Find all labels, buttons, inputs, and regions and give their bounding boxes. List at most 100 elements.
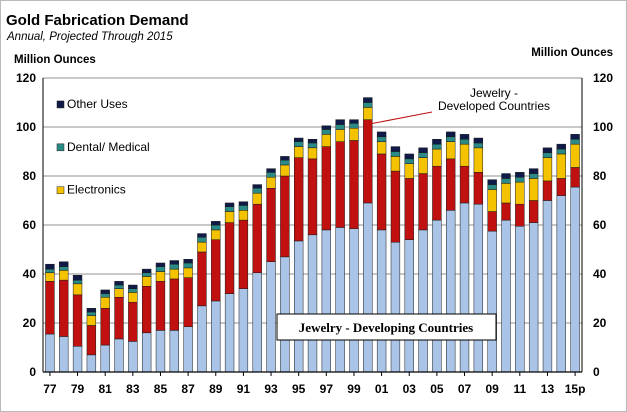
bar-developed-83 — [128, 301, 138, 342]
bar-developed-04 — [418, 173, 428, 231]
bar-developed-81 — [100, 308, 110, 346]
bar-electronics-77 — [45, 272, 55, 282]
annotation-developed-line-2: Developed Countries — [438, 99, 550, 113]
x-tick-03: 03 — [403, 382, 417, 396]
bar-electronics-15p — [570, 143, 580, 168]
legend-label-electronics: Electronics — [67, 183, 126, 197]
bar-other-03 — [404, 153, 414, 160]
y-tick-left-0: 0 — [29, 365, 36, 379]
bar-developed-01 — [376, 153, 387, 231]
bar-developed-77 — [45, 281, 55, 335]
bar-electronics-03 — [404, 163, 414, 179]
bar-dental-89 — [211, 224, 221, 231]
bar-electronics-81 — [100, 297, 110, 309]
bar-electronics-14 — [556, 153, 566, 179]
bar-developing-93 — [266, 261, 276, 373]
bar-other-93 — [266, 168, 276, 173]
bar-other-80 — [86, 308, 97, 313]
bar-developing-95 — [294, 240, 304, 373]
bar-dental-09 — [487, 184, 497, 190]
bar-electronics-07 — [459, 143, 470, 167]
bar-electronics-89 — [211, 229, 221, 240]
bar-developing-08 — [473, 203, 484, 373]
bar-dental-84 — [141, 272, 152, 277]
bar-dental-95 — [294, 141, 304, 147]
bar-developed-87 — [183, 277, 193, 327]
bar-dental-07 — [459, 139, 470, 145]
bar-electronics-06 — [446, 141, 456, 160]
bar-developing-12 — [528, 222, 539, 373]
bar-other-86 — [169, 260, 179, 265]
bar-other-84 — [141, 268, 152, 274]
bar-developing-78 — [59, 336, 69, 373]
bar-electronics-00 — [363, 107, 373, 120]
bar-developing-07 — [459, 202, 470, 373]
bar-other-90 — [224, 202, 235, 207]
x-tick-15p: 15p — [565, 382, 586, 396]
y-tick-left-120: 120 — [16, 71, 36, 85]
bar-dental-04 — [418, 152, 428, 158]
bar-dental-85 — [155, 266, 166, 272]
bar-electronics-05 — [432, 148, 442, 167]
x-tick-13: 13 — [541, 382, 555, 396]
bar-developing-91 — [238, 288, 249, 373]
bar-electronics-04 — [418, 157, 428, 174]
bar-electronics-01 — [376, 141, 387, 155]
y-tick-right-40: 40 — [593, 267, 607, 281]
bar-other-81 — [100, 289, 110, 294]
bar-dental-96 — [307, 142, 318, 149]
bar-electronics-12 — [528, 178, 539, 201]
bar-other-13 — [542, 147, 553, 153]
bar-electronics-98 — [335, 129, 345, 142]
chart-title: Gold Fabrication Demand — [6, 12, 189, 29]
bar-dental-98 — [335, 124, 345, 130]
bar-dental-87 — [183, 262, 193, 269]
bar-developing-80 — [86, 354, 97, 373]
bar-other-12 — [528, 168, 539, 174]
bar-developing-84 — [141, 332, 152, 373]
bar-electronics-85 — [155, 271, 166, 282]
bar-dental-90 — [224, 206, 235, 212]
legend-label-dental-medical: Dental/ Medical — [67, 140, 150, 154]
bar-developed-00 — [363, 119, 373, 204]
bar-developing-02 — [390, 241, 401, 373]
legend-swatch-other-uses — [56, 100, 65, 109]
annotation-developed-line-1: Jewelry - — [470, 86, 518, 100]
x-tick-11: 11 — [513, 382, 526, 396]
legend: Other Uses Dental/ Medical Electronics — [56, 97, 150, 197]
bar-developed-99 — [349, 140, 359, 229]
x-tick-97: 97 — [320, 382, 334, 396]
bar-developing-05 — [432, 219, 442, 373]
bar-dental-05 — [432, 143, 442, 150]
bar-electronics-91 — [238, 210, 249, 221]
bar-developed-13 — [542, 180, 553, 201]
bar-developed-84 — [141, 286, 152, 334]
bar-developed-82 — [114, 297, 124, 340]
bar-dental-97 — [321, 129, 331, 135]
bar-developing-03 — [404, 239, 414, 373]
bar-other-97 — [321, 125, 331, 130]
bar-developed-80 — [86, 325, 97, 356]
x-tick-77: 77 — [43, 382, 57, 396]
bar-other-99 — [349, 119, 359, 124]
bar-developed-96 — [307, 158, 318, 236]
bar-dental-91 — [238, 205, 249, 211]
annotations: Jewelry -Developed Countries Jewelry - De… — [276, 86, 550, 341]
bar-dental-81 — [100, 293, 110, 298]
bar-developing-96 — [307, 234, 318, 373]
bar-dental-94 — [280, 159, 290, 166]
bar-developing-79 — [72, 346, 83, 373]
bar-developed-98 — [335, 141, 345, 228]
bar-electronics-80 — [86, 315, 97, 326]
bar-electronics-08 — [473, 147, 484, 173]
bar-electronics-95 — [294, 146, 304, 158]
bar-dental-00 — [363, 102, 373, 108]
bar-other-96 — [307, 139, 318, 144]
y-tick-left-80: 80 — [23, 169, 37, 183]
bar-developing-00 — [363, 202, 373, 373]
bar-dental-93 — [266, 172, 276, 178]
annotation-developing-text: Jewelry - Developing Countries — [299, 320, 473, 335]
y-tick-right-20: 20 — [593, 316, 607, 330]
bar-developed-08 — [473, 172, 484, 205]
